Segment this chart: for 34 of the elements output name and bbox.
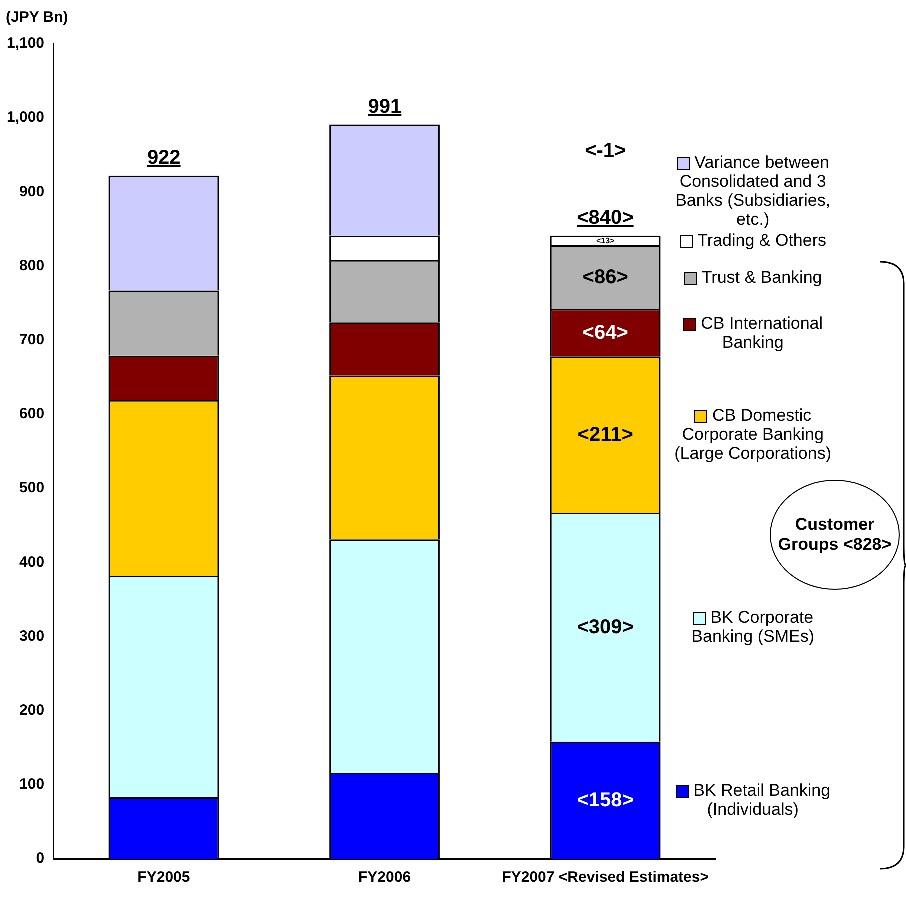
text: Customer Groups <828> xyxy=(770,480,900,590)
y-tick-label: 700 xyxy=(20,332,45,349)
legend-label: CB International Banking xyxy=(700,314,824,352)
legend-label: CB Domestic Corporate Banking (Large Corporations) xyxy=(674,406,832,464)
y-axis-title: (JPY Bn) xyxy=(6,9,68,26)
data-label: <13> xyxy=(596,236,616,246)
legend-label: Variance between Consolidated and 3 Banks (Subsidiaries, etc.) xyxy=(674,153,832,230)
y-tick-label: 800 xyxy=(20,257,45,274)
annotation: <-1> xyxy=(585,140,626,163)
y-tick-label: 400 xyxy=(20,554,45,571)
data-label: <86> xyxy=(582,266,628,288)
x-tick-label: FY2007 <Revised Estimates> xyxy=(502,869,710,886)
data-label: <158> xyxy=(577,789,634,812)
y-tick-label: 300 xyxy=(20,628,45,645)
data-label: <309> xyxy=(577,616,634,638)
y-tick-label: 0 xyxy=(36,850,45,868)
total-label: <840> xyxy=(577,206,634,230)
data-label: <64> xyxy=(582,322,628,344)
y-tick-label: 1,100 xyxy=(6,35,45,52)
y-tick-label: 1,000 xyxy=(6,109,45,126)
y-tick-label: 900 xyxy=(20,183,45,200)
total-label: 922 xyxy=(147,146,181,170)
text: Trading & Others xyxy=(696,231,828,250)
x-tick-label: FY2005 xyxy=(138,869,190,886)
y-tick-label: 100 xyxy=(20,776,45,794)
legend-label: BK Retail Banking (Individuals) xyxy=(692,781,832,820)
y-tick-label: 200 xyxy=(20,702,45,719)
y-tick-label: 500 xyxy=(20,480,45,497)
y-tick-label: 600 xyxy=(20,406,45,423)
data-label: <211> xyxy=(578,424,634,446)
x-tick-label: FY2006 xyxy=(358,869,412,886)
total-label: 991 xyxy=(368,96,402,119)
legend-label: BK Corporate Banking (SMEs) xyxy=(690,608,816,646)
legend-label: Trust & Banking xyxy=(700,268,824,287)
